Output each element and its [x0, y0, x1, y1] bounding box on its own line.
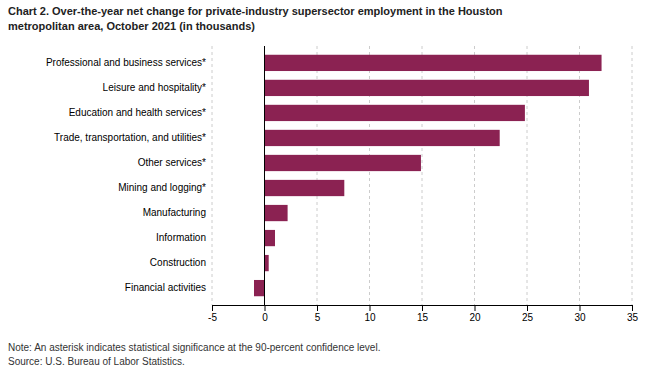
grid-line	[264, 46, 265, 305]
grid-line	[632, 46, 633, 305]
y-tick: Professional and business services*	[46, 57, 212, 68]
x-tick-label: 25	[522, 312, 534, 323]
y-tick-label: Information	[156, 232, 206, 243]
x-tick-mark	[212, 305, 213, 311]
title: metropolitan area, October 2021 (in thou…	[8, 20, 255, 32]
y-tick-label: Professional and business services*	[46, 57, 206, 68]
bar	[265, 55, 602, 71]
grid-line	[212, 46, 213, 305]
x-tick: 5	[315, 305, 321, 323]
x-tick-mark	[527, 305, 528, 311]
x-tick-mark	[422, 305, 423, 311]
plot: -5 0 5 10 15 20 25 30 35 Financial activities Cons…	[46, 46, 639, 323]
y-tick: Leisure and hospitality*	[103, 82, 212, 93]
y-tick: Education and health services*	[69, 107, 212, 118]
y-tick-label: Manufacturing	[143, 207, 206, 218]
x-tick-label: 35	[627, 312, 639, 323]
x-tick-mark	[370, 305, 371, 311]
y-tick: Mining and logging*	[118, 182, 212, 193]
x-tick-label: 5	[315, 312, 321, 323]
y-tick: Construction	[150, 257, 212, 268]
x-tick: 20	[469, 305, 481, 323]
bar	[265, 155, 421, 171]
x-tick-mark	[317, 305, 318, 311]
x-tick: 35	[627, 305, 639, 323]
bar	[265, 130, 500, 146]
note: Source: U.S. Bureau of Labor Statistics.	[8, 356, 185, 367]
bar	[265, 230, 276, 246]
y-tick-label: Construction	[150, 257, 206, 268]
y-tick-label: Mining and logging*	[118, 182, 206, 193]
bar	[265, 205, 288, 221]
y-tick: Financial activities	[125, 282, 212, 293]
y-tick: Manufacturing	[143, 207, 212, 218]
y-tick: Information	[156, 232, 212, 243]
y-tick-label: Education and health services*	[69, 107, 206, 118]
x-tick-label: -5	[208, 312, 217, 323]
bars	[254, 55, 602, 296]
grid	[212, 46, 632, 305]
bar	[265, 105, 525, 121]
zero-line	[264, 46, 265, 305]
chart: Chart 2. Over-the-year net change for pr…	[0, 0, 654, 375]
y-tick-label: Trade, transportation, and utilities*	[54, 132, 206, 143]
bar	[254, 280, 265, 296]
x-tick: -5	[208, 305, 217, 323]
y-tick: Other services*	[138, 157, 212, 168]
bar	[265, 255, 269, 271]
x-tick-label: 10	[364, 312, 376, 323]
x-tick: 10	[364, 305, 376, 323]
note: Note: An asterisk indicates statistical …	[8, 342, 380, 353]
x-tick-mark	[265, 305, 266, 311]
x-tick-mark	[475, 305, 476, 311]
bar	[265, 80, 589, 96]
x-tick: 25	[522, 305, 534, 323]
title: Chart 2. Over-the-year net change for pr…	[8, 5, 503, 17]
x-tick: 0	[262, 305, 268, 323]
x-tick: 30	[574, 305, 586, 323]
x-axis: -5 0 5 10 15 20 25 30 35	[208, 305, 638, 323]
y-axis: Financial activities Construction Informat…	[46, 57, 212, 293]
x-tick-label: 30	[574, 312, 586, 323]
x-tick-mark	[580, 305, 581, 311]
y-tick: Trade, transportation, and utilities*	[54, 132, 212, 143]
x-tick-mark	[632, 305, 633, 311]
x-tick-label: 0	[262, 312, 268, 323]
y-tick-label: Leisure and hospitality*	[103, 82, 207, 93]
y-tick-label: Financial activities	[125, 282, 206, 293]
bar	[265, 180, 345, 196]
x-tick-label: 15	[417, 312, 429, 323]
x-tick: 15	[417, 305, 429, 323]
y-tick-label: Other services*	[138, 157, 206, 168]
x-tick-label: 20	[469, 312, 481, 323]
x-axis-line	[213, 306, 633, 312]
